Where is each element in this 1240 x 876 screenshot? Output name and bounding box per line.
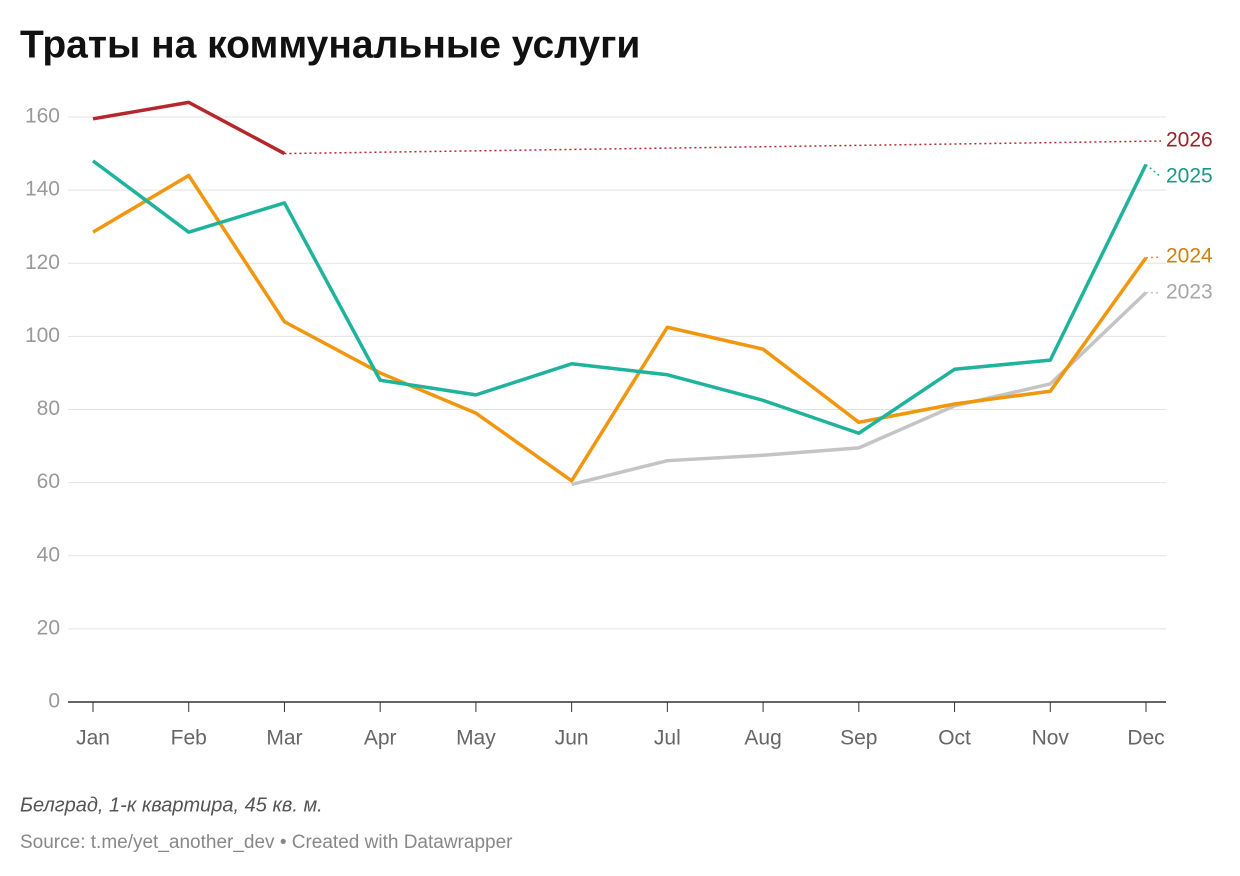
y-tick-label: 20	[37, 616, 60, 639]
x-tick-label: Mar	[266, 727, 302, 750]
y-tick-label: 60	[37, 470, 60, 493]
y-tick-label: 100	[25, 324, 60, 347]
chart-title: Траты на коммунальные услуги	[20, 23, 640, 66]
label-connector	[1145, 163, 1162, 178]
x-tick-label: Sep	[840, 727, 877, 750]
x-tick-label: Dec	[1127, 727, 1164, 750]
x-tick-label: Apr	[364, 727, 397, 750]
chart-note: Белград, 1-к квартира, 45 кв. м.	[20, 794, 323, 816]
y-tick-label: 40	[37, 543, 60, 566]
label-connector	[1145, 256, 1162, 259]
series-label: 2026	[1166, 129, 1213, 152]
y-tick-label: 160	[25, 105, 60, 128]
series-label: 2024	[1166, 245, 1213, 268]
y-tick-label: 120	[25, 251, 60, 274]
x-tick-label: Jul	[654, 727, 681, 750]
chart-source: Source: t.me/yet_another_dev • Created w…	[20, 832, 513, 853]
label-connector	[1145, 291, 1162, 294]
series-line	[91, 159, 1148, 436]
x-tick-label: Jan	[76, 727, 110, 750]
series-label: 2025	[1166, 165, 1213, 188]
x-tick-label: Feb	[171, 727, 207, 750]
series-line	[571, 291, 1148, 487]
x-tick-label: May	[456, 727, 496, 750]
series-line	[92, 173, 1148, 483]
x-tick-label: Jun	[555, 727, 589, 750]
y-tick-label: 80	[37, 397, 60, 420]
series-line	[92, 100, 286, 156]
series-label: 2023	[1166, 281, 1213, 304]
label-connector	[284, 140, 1162, 155]
x-tick-label: Nov	[1032, 727, 1070, 750]
x-tick-label: Aug	[744, 727, 781, 750]
y-tick-label: 0	[48, 690, 60, 713]
x-tick-label: Oct	[938, 727, 971, 750]
y-tick-label: 140	[25, 178, 60, 201]
